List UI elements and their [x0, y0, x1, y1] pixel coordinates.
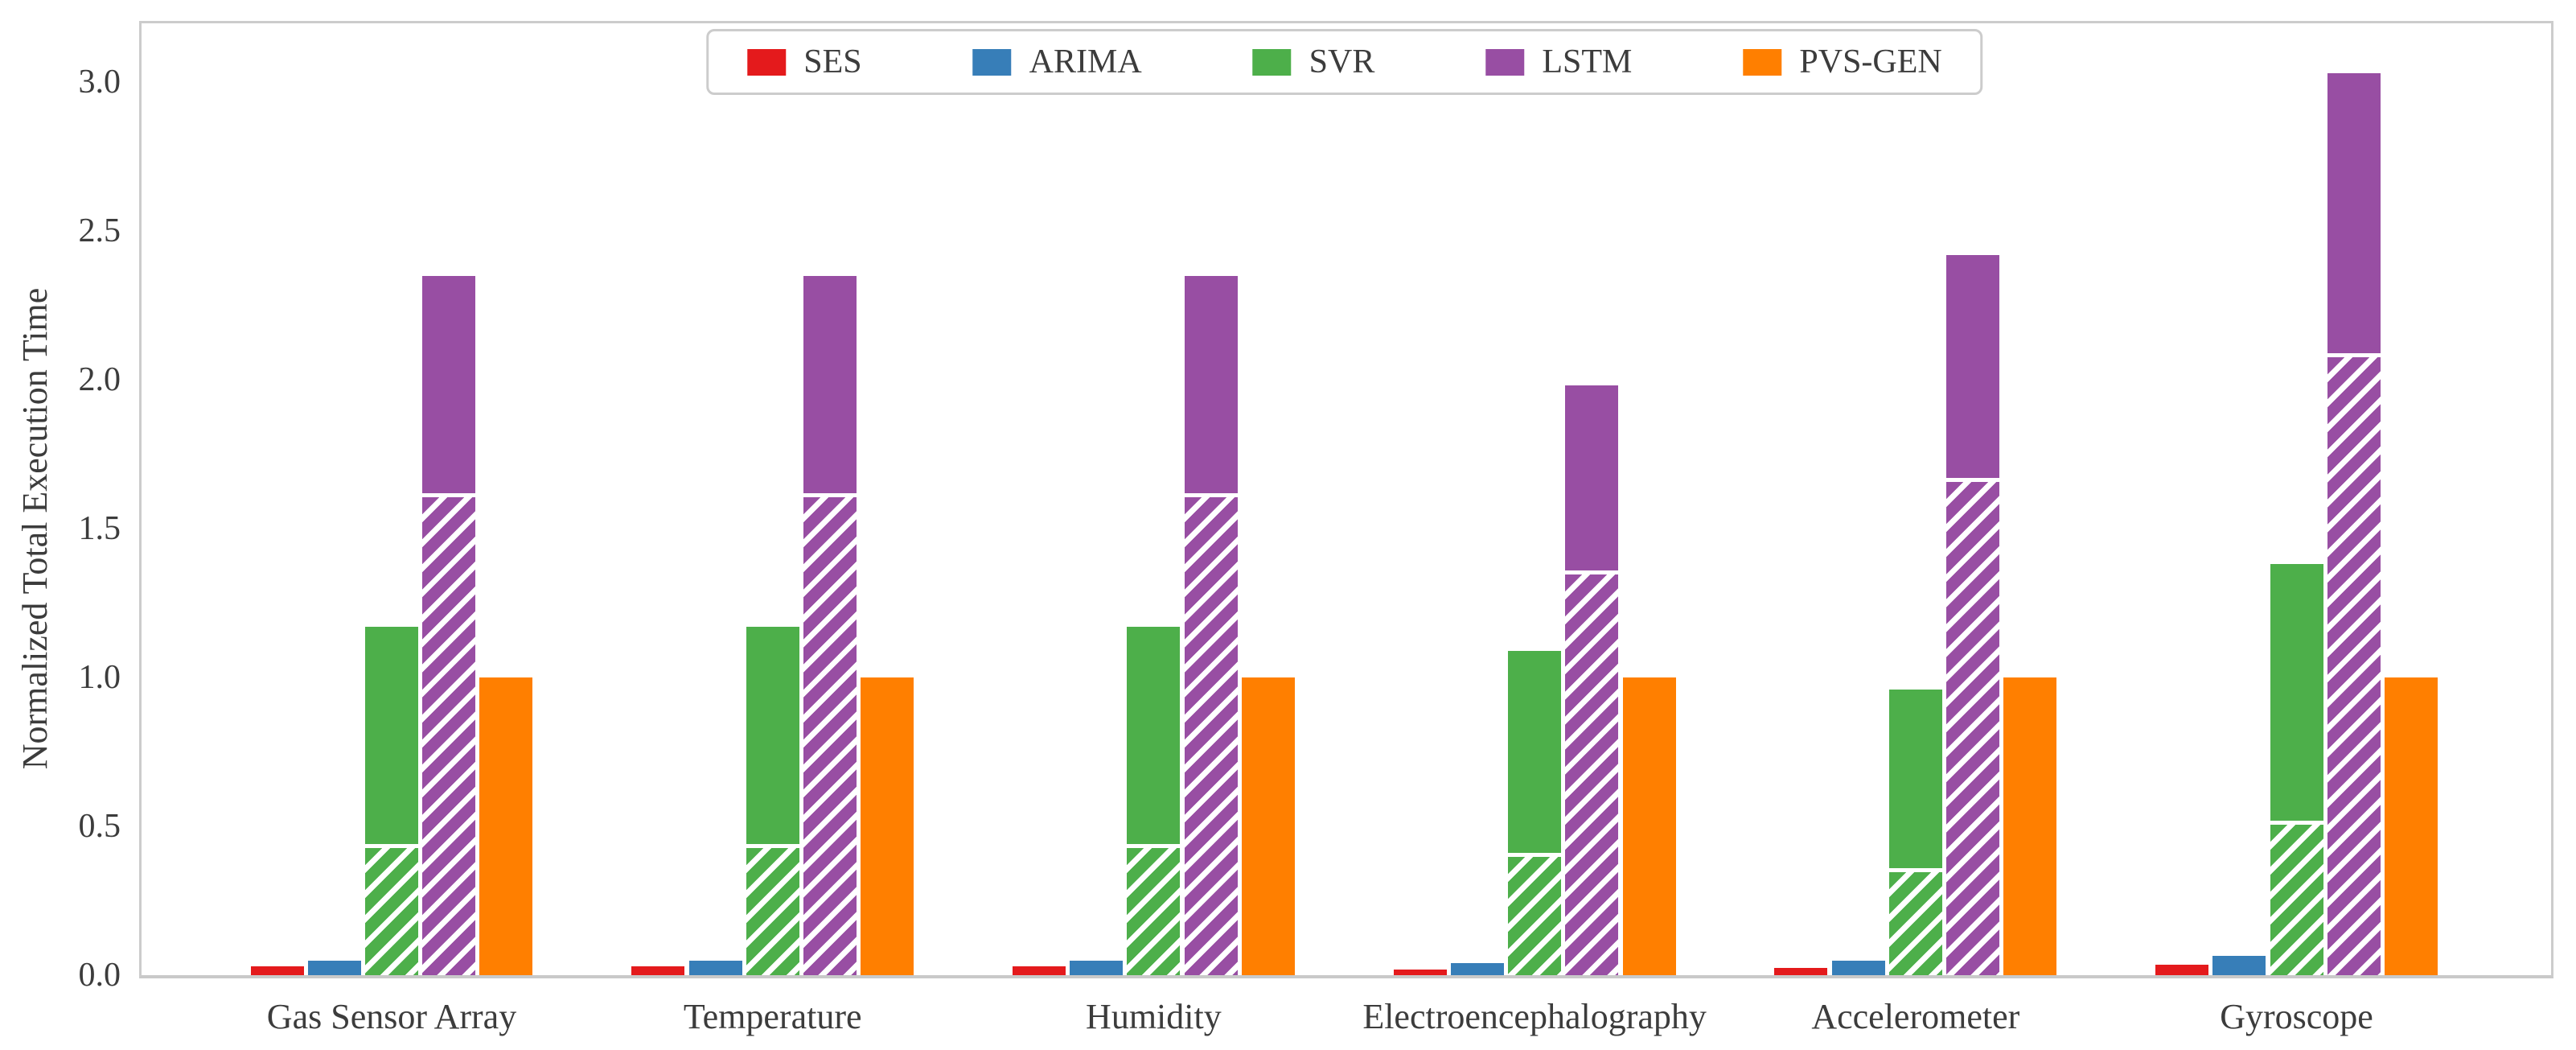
legend-swatch-ses — [747, 48, 787, 76]
bar-pvs-gen-gyroscope — [2384, 677, 2438, 975]
bar-lstm-electroencephalography — [1565, 385, 1619, 570]
bar-svr-electroencephalography — [1508, 650, 1562, 854]
y-tick-label-2.5: 2.5 — [78, 212, 121, 249]
bar-svr-electroencephalography-hatched — [1508, 853, 1562, 975]
bar-pvs-gen-electroencephalography — [1622, 677, 1676, 975]
bar-lstm-accelerometer — [1946, 254, 1999, 479]
bar-ses-temperature — [631, 966, 685, 975]
y-tick-label-0.5: 0.5 — [78, 808, 121, 845]
bar-lstm-temperature — [803, 275, 857, 493]
bar-svr-humidity — [1127, 627, 1181, 845]
bar-svr-gas-sensor-array-hatched — [365, 844, 418, 975]
legend-item-lstm: LSTM — [1485, 43, 1632, 81]
bar-svr-accelerometer — [1888, 689, 1942, 868]
bar-ses-humidity — [1013, 966, 1066, 975]
bar-lstm-gas-sensor-array-hatched — [422, 492, 476, 975]
y-tick-label-0.0: 0.0 — [78, 957, 121, 994]
bar-lstm-gyroscope — [2327, 72, 2381, 353]
bar-arima-gas-sensor-array — [307, 960, 361, 975]
legend-label-pvs-gen: PVS-GEN — [1799, 43, 1942, 80]
bar-lstm-accelerometer-hatched — [1946, 478, 1999, 975]
y-tick-label-1.5: 1.5 — [78, 510, 121, 547]
bar-arima-accelerometer — [1831, 960, 1885, 975]
bar-svr-gas-sensor-array — [365, 627, 418, 845]
legend-swatch-lstm — [1485, 48, 1525, 76]
bar-ses-gyroscope — [2155, 965, 2209, 975]
legend: SES ARIMA SVR LSTM PVS-GEN — [706, 29, 1983, 95]
x-tick-label-gyroscope: Gyroscope — [2220, 997, 2373, 1036]
bar-lstm-gyroscope-hatched — [2327, 352, 2381, 975]
bar-pvs-gen-accelerometer — [2003, 677, 2057, 975]
bar-lstm-humidity-hatched — [1184, 492, 1238, 975]
x-tick-label-gas-sensor-array: Gas Sensor Array — [266, 997, 517, 1036]
bar-lstm-electroencephalography-hatched — [1565, 570, 1619, 975]
bar-svr-gyroscope-hatched — [2270, 820, 2323, 975]
legend-label-svr: SVR — [1309, 43, 1375, 80]
bar-ses-electroencephalography — [1393, 969, 1447, 975]
x-tick-label-accelerometer: Accelerometer — [1811, 997, 2020, 1036]
legend-label-ses: SES — [803, 43, 862, 80]
bar-arima-humidity — [1070, 960, 1124, 975]
bar-lstm-humidity — [1184, 275, 1238, 493]
bar-ses-gas-sensor-array — [250, 966, 304, 975]
plot-area — [139, 21, 2553, 978]
bar-arima-gyroscope — [2212, 955, 2266, 975]
legend-item-arima: ARIMA — [972, 43, 1142, 81]
bar-arima-electroencephalography — [1450, 963, 1504, 975]
legend-item-pvs-gen: PVS-GEN — [1743, 43, 1942, 81]
legend-item-svr: SVR — [1252, 43, 1375, 81]
x-tick-label-humidity: Humidity — [1086, 997, 1222, 1036]
bar-lstm-gas-sensor-array — [422, 275, 476, 493]
bar-pvs-gen-temperature — [861, 677, 914, 975]
y-tick-label-2.0: 2.0 — [78, 361, 121, 398]
legend-label-lstm: LSTM — [1542, 43, 1633, 80]
legend-swatch-arima — [972, 48, 1012, 76]
legend-swatch-pvs-gen — [1743, 48, 1782, 76]
bar-svr-gyroscope — [2270, 564, 2323, 821]
bar-ses-accelerometer — [1774, 967, 1828, 975]
y-tick-label-1.0: 1.0 — [78, 659, 121, 696]
bar-arima-temperature — [688, 960, 742, 975]
legend-swatch-svr — [1252, 48, 1292, 76]
bar-svr-accelerometer-hatched — [1888, 867, 1942, 975]
bar-pvs-gen-gas-sensor-array — [479, 677, 533, 975]
legend-item-ses: SES — [747, 43, 862, 81]
x-tick-label-electroencephalography: Electroencephalography — [1362, 997, 1707, 1036]
legend-label-arima: ARIMA — [1029, 43, 1142, 80]
x-tick-label-temperature: Temperature — [683, 997, 862, 1036]
bar-pvs-gen-humidity — [1241, 677, 1295, 975]
bar-svr-humidity-hatched — [1127, 844, 1181, 975]
bar-svr-temperature — [746, 627, 799, 845]
bar-lstm-temperature-hatched — [803, 492, 857, 975]
y-tick-label-3.0: 3.0 — [78, 64, 121, 101]
bar-svr-temperature-hatched — [746, 844, 799, 975]
